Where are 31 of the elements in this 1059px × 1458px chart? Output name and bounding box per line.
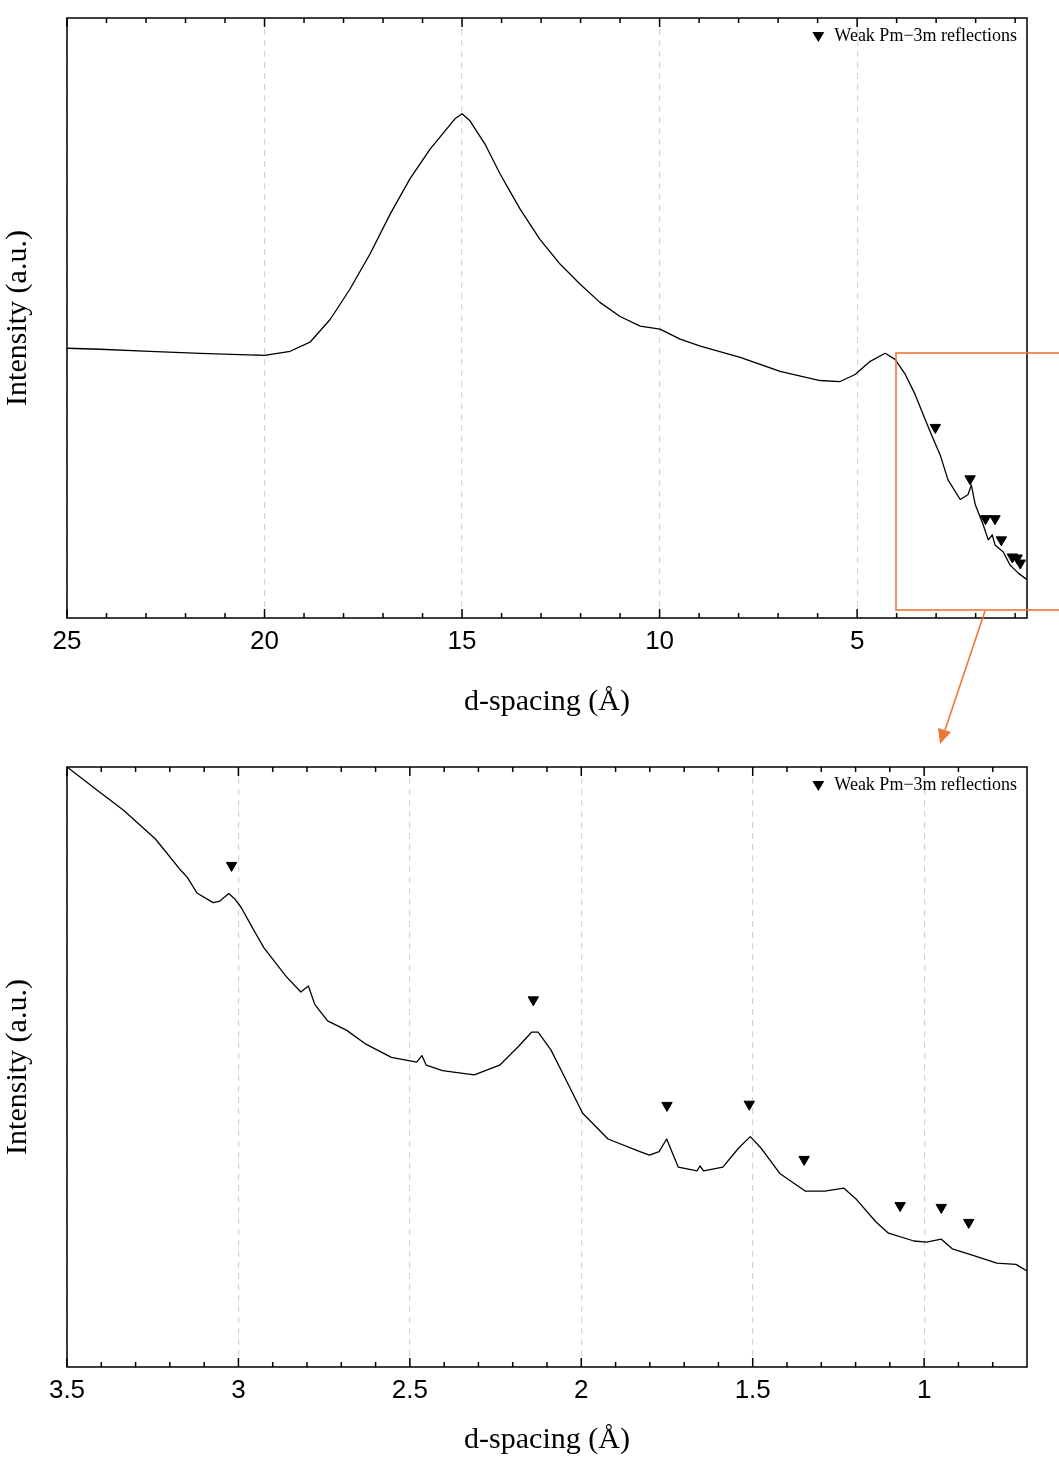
x-axis-title: d-spacing (Å): [464, 1420, 630, 1455]
point: [225, 861, 238, 872]
point: [935, 1203, 947, 1214]
y-axis-title: Intensity (a.u.): [0, 230, 33, 406]
legend-label: Weak Pm−3m reflections: [834, 24, 1017, 45]
point: [964, 475, 976, 486]
point: [989, 515, 1001, 526]
x-tick-label: 20: [250, 624, 279, 655]
point: [798, 1155, 810, 1166]
point: [979, 515, 992, 526]
x-axis-title: d-spacing (Å): [464, 682, 630, 717]
legend-label: Weak Pm−3m reflections: [834, 773, 1017, 794]
x-tick-label: 3: [231, 1373, 246, 1404]
x-tick-label: 3.5: [48, 1373, 86, 1404]
x-tick-label: 10: [645, 624, 675, 655]
x-tick-label: 2: [574, 1373, 589, 1404]
x-tick-label: 1.5: [734, 1373, 771, 1404]
point: [1014, 559, 1026, 570]
x-tick-label: 1: [916, 1373, 932, 1404]
x-tick-label: 15: [447, 624, 477, 655]
x-tick-label: 25: [52, 624, 82, 655]
x-tick-label: 5: [849, 624, 865, 655]
point: [963, 1218, 975, 1229]
point: [929, 423, 942, 434]
point: [527, 996, 539, 1007]
y-axis-title: Intensity (a.u.): [0, 979, 33, 1155]
point: [995, 536, 1008, 547]
point: [743, 1100, 755, 1111]
point: [894, 1202, 906, 1213]
point: [661, 1101, 673, 1112]
x-tick-label: 2.5: [391, 1373, 428, 1404]
